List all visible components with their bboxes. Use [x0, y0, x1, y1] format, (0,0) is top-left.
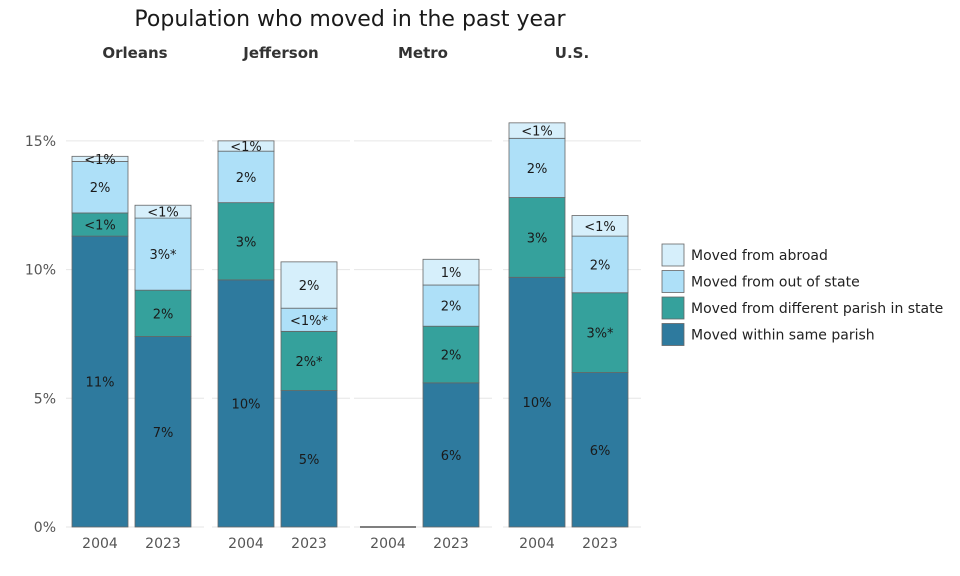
data-label: <1%	[521, 125, 553, 140]
bar-segment-same-parish	[571, 372, 629, 528]
stacked-bar: 7% 2% 3%* <1% 2023	[134, 204, 192, 552]
data-label: <1%	[84, 219, 116, 234]
chart-title: Population who moved in the past year	[134, 7, 566, 32]
legend-swatch	[661, 323, 685, 346]
data-label: 2%	[90, 181, 111, 196]
panel-title: Metro	[398, 44, 448, 62]
data-label: <1%	[84, 153, 116, 168]
data-label: 2%	[441, 349, 462, 364]
panel-jefferson: Jefferson 10% 3% 2% <1% 2004 5% 2%* <1%* 2% 2023	[217, 44, 338, 552]
x-tick-label: 2023	[145, 536, 181, 552]
legend-swatch	[661, 270, 685, 293]
x-tick-label: 2023	[433, 536, 469, 552]
stacked-bar: 6% 2% 2% 1% 2023	[422, 258, 480, 552]
data-label: 3%	[527, 231, 548, 246]
data-label: 2%	[236, 171, 257, 186]
x-tick-label: 2023	[291, 536, 327, 552]
bar-segment-abroad	[71, 155, 129, 162]
data-label: 5%	[299, 453, 320, 468]
y-tick-label: 0%	[34, 520, 56, 536]
stacked-bar: 10% 3% 2% <1% 2004	[508, 122, 566, 552]
bar-segment-diff-parish	[217, 202, 275, 281]
bar-segment-abroad	[571, 215, 629, 237]
panel-title: Jefferson	[242, 44, 318, 62]
data-label: 11%	[86, 376, 115, 391]
bar-segment-diff-parish	[571, 292, 629, 373]
data-label: <1%	[584, 220, 616, 235]
bar-segment-out-of-state	[422, 284, 480, 327]
data-label: 10%	[232, 397, 261, 412]
y-tick-label: 15%	[25, 134, 56, 150]
bar-segment-same-parish	[280, 390, 338, 528]
bar-segment-out-of-state	[508, 137, 566, 198]
legend-label: Moved from abroad	[691, 248, 828, 264]
bar-segment-out-of-state	[571, 235, 629, 294]
data-label: 2%	[441, 300, 462, 315]
legend-swatch	[661, 243, 685, 267]
stacked-bar: 6% 3%* 2% <1% 2023	[571, 215, 629, 552]
panel-title: U.S.	[555, 44, 589, 62]
bar-segment-diff-parish	[508, 197, 566, 278]
data-label: <1%*	[290, 314, 329, 329]
bar-segment-same-parish	[217, 279, 275, 528]
bar-segment-same-parish	[422, 382, 480, 528]
panel-orleans: Orleans 11% <1% 2% <1% 2004 7% 2% 3%* <1% 2023	[71, 44, 192, 552]
data-label: 6%	[441, 449, 462, 464]
legend-label: Moved from out of state	[691, 275, 860, 291]
x-tick-label: 2004	[519, 536, 555, 552]
x-tick-label: 2004	[82, 536, 118, 552]
bar-segment-same-parish	[134, 336, 192, 528]
data-label: <1%	[230, 140, 262, 155]
stacked-bar: 2004	[360, 526, 416, 552]
bar-segment-diff-parish	[134, 289, 192, 337]
stacked-bar: 10% 3% 2% <1% 2004	[217, 140, 275, 552]
data-label: 6%	[590, 444, 611, 459]
bar-segment-out-of-state	[134, 217, 192, 291]
data-label: 3%*	[149, 248, 177, 263]
panel-title: Orleans	[102, 44, 167, 62]
data-label: 1%	[441, 266, 462, 281]
y-tick-label: 5%	[34, 391, 56, 407]
bar-segment-same-parish	[508, 276, 566, 528]
data-label: 2%	[590, 258, 611, 273]
bar-segment-abroad	[134, 204, 192, 219]
legend: Moved from abroad Moved from out of state…	[661, 243, 943, 346]
stacked-bar: 5% 2%* <1%* 2% 2023	[280, 261, 338, 552]
panel-metro: Metro 2004 6% 2% 2% 1% 2023	[360, 44, 480, 552]
panels: Orleans11%<1%2%<1%20047%2%3%*<1%2023Jeff…	[71, 44, 629, 552]
data-label: 2%	[153, 307, 174, 322]
bar-segment-abroad	[280, 261, 338, 309]
bar-segment-abroad	[508, 122, 566, 139]
legend-label: Moved within same parish	[691, 328, 875, 344]
bar-segment-same-parish	[71, 235, 129, 528]
y-tick-label: 10%	[25, 263, 56, 279]
data-label: 3%	[236, 235, 257, 250]
x-tick-label: 2004	[370, 536, 406, 552]
legend-swatch	[661, 296, 685, 320]
bar-segment-out-of-state	[71, 161, 129, 214]
bar-segment-diff-parish	[422, 325, 480, 384]
stacked-bar: 11% <1% 2% <1% 2004	[71, 153, 129, 552]
data-label: <1%	[147, 206, 179, 221]
x-tick-label: 2004	[228, 536, 264, 552]
legend-label: Moved from different parish in state	[691, 301, 943, 317]
x-tick-label: 2023	[582, 536, 618, 552]
y-axis: 0% 5% 10% 15%	[25, 134, 56, 536]
data-label: 2%*	[295, 355, 323, 370]
bar-segment-abroad	[217, 140, 275, 152]
data-label: 3%*	[586, 327, 614, 342]
bar-segment-abroad	[422, 258, 480, 286]
panel-us: U.S. 10% 3% 2% <1% 2004 6% 3%* 2% <1% 2023	[508, 44, 629, 552]
bar-segment-out-of-state	[217, 150, 275, 204]
data-label: 10%	[523, 396, 552, 411]
data-label: 2%	[527, 162, 548, 177]
data-label: 2%	[299, 279, 320, 294]
data-label: 7%	[153, 426, 174, 441]
